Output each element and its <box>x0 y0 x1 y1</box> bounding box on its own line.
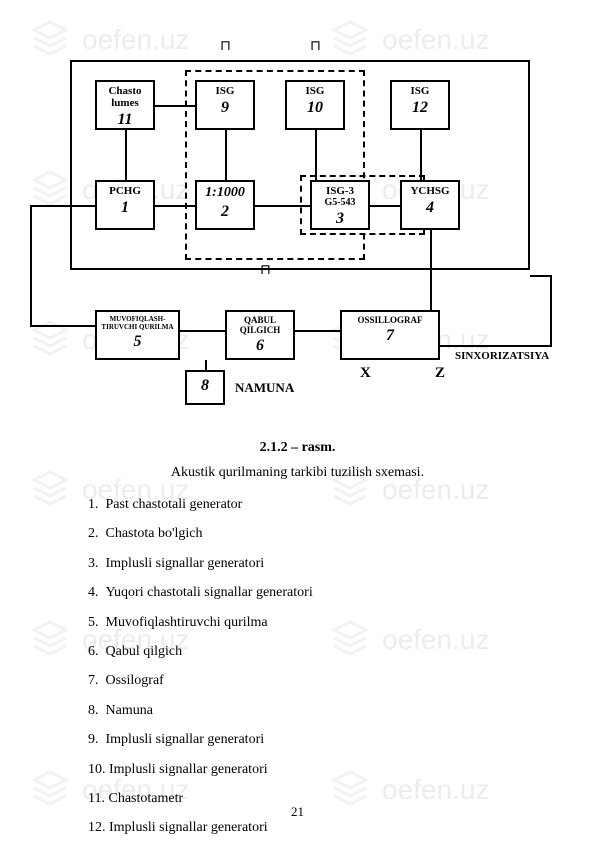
list-item: 6. Qabul qilgich <box>88 637 313 666</box>
pulse-icon: ⊓ <box>220 38 231 55</box>
list-item: 1. Past chastotali generator <box>88 490 313 519</box>
list-item: 9. Implusli signallar generatori <box>88 725 313 754</box>
connector-line <box>420 130 422 180</box>
connector-line <box>205 360 207 372</box>
block-qabul: QABUL QILGICH 6 <box>225 310 295 360</box>
stack-icon <box>330 620 370 660</box>
list-item: 10. Implusli signallar generatori <box>88 755 313 784</box>
numbered-list: 1. Past chastotali generator 2. Chastota… <box>88 490 313 843</box>
block-num: 10 <box>287 99 343 117</box>
list-item: 5. Muvofiqlashtiruvchi qurilma <box>88 608 313 637</box>
connector-line <box>225 130 227 180</box>
block-num: 4 <box>402 199 458 217</box>
block-num: 8 <box>187 377 223 395</box>
connector-line <box>255 205 310 207</box>
block-label: ISG <box>197 85 253 97</box>
block-chasto: Chasto lumes 11 <box>95 80 155 130</box>
connector-line <box>30 205 32 327</box>
pulse-icon: ⊓ <box>260 262 271 279</box>
block-num: 6 <box>227 337 293 355</box>
block-num: 3 <box>312 210 368 228</box>
block-ossil: OSSILLOGRAF 7 <box>340 310 440 360</box>
list-item: 4. Yuqori chastotali signallar generator… <box>88 578 313 607</box>
figure-caption: 2.1.2 – rasm. <box>0 440 595 456</box>
namuna-label: NAMUNA <box>235 380 294 396</box>
block-sublabel: G5-543 <box>312 197 368 208</box>
connector-line <box>530 275 550 277</box>
connector-line <box>180 330 225 332</box>
sinx-label: SINXORIZATSIYA <box>455 350 549 362</box>
block-pchg: PCHG 1 <box>95 180 155 230</box>
connector-line <box>30 325 95 327</box>
block-num: 1 <box>97 199 153 217</box>
block-label: 1:1000 <box>197 185 253 201</box>
watermark: oefen.uz <box>330 620 489 660</box>
block-label: ISG-3 <box>312 185 368 197</box>
connector-line <box>155 205 195 207</box>
pulse-icon: ⊓ <box>310 38 321 55</box>
block-isg-12: ISG 12 <box>390 80 450 130</box>
block-label: PCHG <box>97 185 153 197</box>
list-item: 8. Namuna <box>88 696 313 725</box>
block-label: QABUL QILGICH <box>227 315 293 335</box>
connector-line <box>125 130 127 180</box>
page-number: 21 <box>0 804 595 820</box>
z-label: Z <box>435 365 445 382</box>
watermark-text: oefen.uz <box>382 774 489 806</box>
list-item: 2. Chastota bo'lgich <box>88 519 313 548</box>
block-isg-10: ISG 10 <box>285 80 345 130</box>
caption-subtitle: Akustik qurilmaning tarkibi tuzilish sxe… <box>171 465 424 480</box>
block-muvofiq: MUVOFIQLASH-TIRUVCHI QURILMA 5 <box>95 310 180 360</box>
block-label: YCHSG <box>402 185 458 197</box>
connector-line <box>315 130 317 180</box>
block-num: 2 <box>197 203 253 221</box>
connector-line <box>370 205 400 207</box>
block-label: ISG <box>287 85 343 97</box>
caption-title: 2.1.2 – rasm. <box>260 440 336 455</box>
stack-icon <box>30 620 70 660</box>
block-isg-9: ISG 9 <box>195 80 255 130</box>
figure-subtitle: Akustik qurilmaning tarkibi tuzilish sxe… <box>0 465 595 481</box>
connector-line <box>550 275 552 347</box>
watermark-text: oefen.uz <box>382 624 489 656</box>
block-ratio: 1:1000 2 <box>195 180 255 230</box>
block-num: 12 <box>392 99 448 117</box>
block-num: 5 <box>97 333 178 351</box>
connector-line <box>155 105 195 107</box>
block-num: 9 <box>197 99 253 117</box>
connector-line <box>295 330 340 332</box>
block-isg3: ISG-3 G5-543 3 <box>310 180 370 230</box>
block-diagram: ⊓ ⊓ ⊓ Chasto lumes 11 ISG 9 ISG 10 ISG 1… <box>30 30 565 420</box>
connector-line <box>430 230 432 310</box>
block-namuna-8: 8 <box>185 370 225 405</box>
x-label: X <box>360 365 371 382</box>
list-item: 7. Ossilograf <box>88 666 313 695</box>
list-item: 3. Implusli signallar generatori <box>88 549 313 578</box>
block-label: ISG <box>392 85 448 97</box>
block-label: MUVOFIQLASH-TIRUVCHI QURILMA <box>97 315 178 331</box>
block-label: OSSILLOGRAF <box>342 315 438 325</box>
connector-line <box>30 205 95 207</box>
block-label: Chasto lumes <box>97 85 153 109</box>
block-ychsg: YCHSG 4 <box>400 180 460 230</box>
connector-line <box>440 345 550 347</box>
block-num: 7 <box>342 327 438 345</box>
block-num: 11 <box>97 111 153 129</box>
